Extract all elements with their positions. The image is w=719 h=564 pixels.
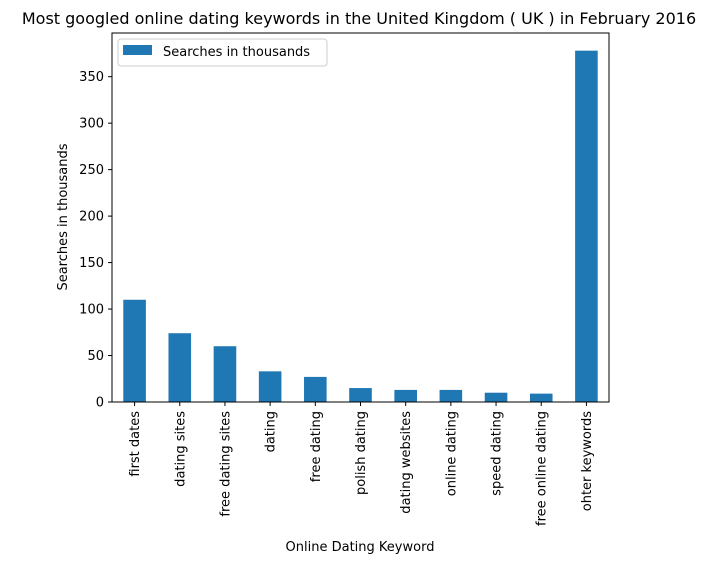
- y-axis-label: Searches in thousands: [56, 143, 71, 290]
- y-tick-label-7: 350: [79, 70, 104, 85]
- bar-9: [530, 394, 553, 402]
- bar-0: [123, 300, 146, 402]
- x-tick-label-5: polish dating: [354, 411, 369, 495]
- x-tick-label-1: dating sites: [173, 411, 188, 487]
- x-axis-ticks: first dates dating sites free dating sites…: [128, 402, 595, 526]
- bar-10: [575, 51, 598, 402]
- x-tick-label-0: first dates: [128, 411, 143, 477]
- x-tick-label-8: speed dating: [490, 411, 505, 496]
- bars-group: [123, 51, 597, 402]
- y-tick-label-5: 250: [79, 163, 104, 178]
- legend: Searches in thousands: [118, 39, 327, 66]
- bar-8: [485, 393, 508, 402]
- bar-7: [440, 390, 463, 402]
- x-tick-label-2: free dating sites: [218, 411, 233, 517]
- y-axis-ticks: 0 50 100 150 200 250 300 350: [79, 70, 112, 410]
- legend-swatch: [123, 45, 152, 55]
- y-tick-label-0: 0: [96, 396, 104, 411]
- bar-2: [214, 346, 237, 402]
- y-tick-label-2: 100: [79, 303, 104, 318]
- x-tick-label-7: online dating: [444, 411, 459, 496]
- y-tick-label-6: 300: [79, 117, 104, 132]
- x-tick-label-10: ohter keywords: [580, 411, 595, 511]
- legend-label: Searches in thousands: [163, 45, 310, 60]
- bar-4: [304, 377, 327, 402]
- chart-title: Most googled online dating keywords in t…: [22, 9, 696, 28]
- bar-1: [168, 333, 191, 402]
- bar-6: [394, 390, 417, 402]
- x-tick-label-3: dating: [264, 411, 279, 452]
- y-tick-label-4: 200: [79, 210, 104, 225]
- y-tick-label-1: 50: [87, 349, 104, 364]
- x-tick-label-6: dating websites: [399, 411, 414, 514]
- bar-5: [349, 388, 372, 402]
- y-tick-label-3: 150: [79, 256, 104, 271]
- bar-3: [259, 371, 282, 402]
- x-tick-label-9: free online dating: [535, 411, 550, 526]
- x-tick-label-4: free dating: [309, 411, 324, 482]
- x-axis-label: Online Dating Keyword: [286, 540, 435, 555]
